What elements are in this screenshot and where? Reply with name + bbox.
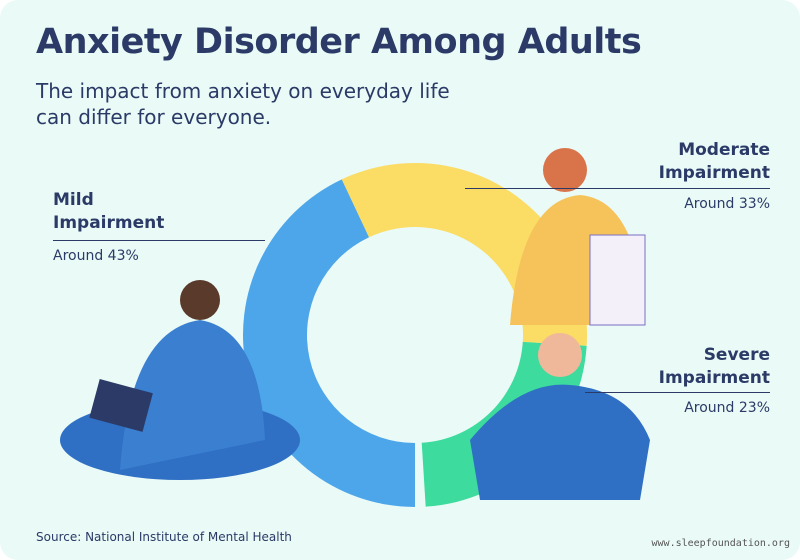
title: Anxiety Disorder Among Adults	[36, 22, 642, 62]
value-label: Around 43%	[53, 248, 139, 264]
leader-line	[53, 240, 265, 241]
figure-body	[120, 320, 265, 470]
leader-line	[465, 188, 770, 189]
figure-head	[543, 148, 587, 192]
figure-head	[180, 280, 220, 320]
category-label: Mild Impairment	[53, 190, 165, 233]
category-label: Moderate Impairment	[658, 140, 770, 183]
category-label: Severe Impairment	[658, 345, 770, 388]
book	[89, 379, 153, 432]
value-label: Around 23%	[684, 400, 770, 416]
value-label: Around 33%	[684, 196, 770, 212]
figure-head	[538, 333, 582, 377]
watermark: www.sleepfoundation.org	[651, 538, 790, 549]
leader-line	[585, 392, 770, 393]
figure-plaid	[589, 234, 646, 326]
source: Source: National Institute of Mental Hea…	[36, 530, 292, 544]
subtitle: The impact from anxiety on everyday life…	[36, 79, 450, 129]
illustrations	[60, 148, 650, 500]
figure-bed	[470, 384, 650, 500]
